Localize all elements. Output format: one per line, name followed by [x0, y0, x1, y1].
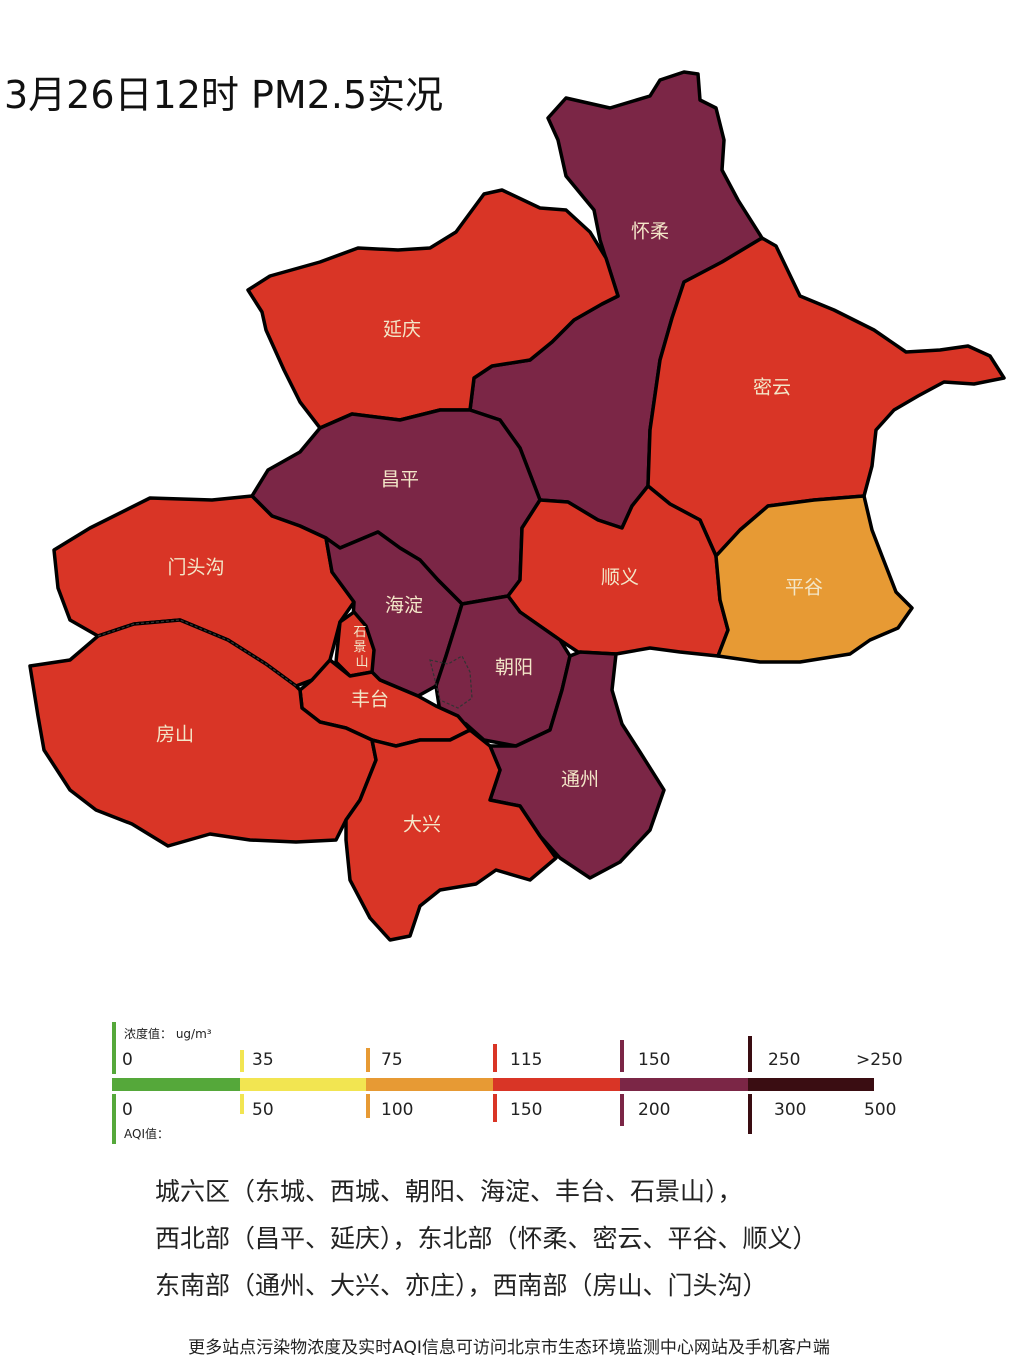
- legend-aqi-tick: 50: [252, 1100, 274, 1120]
- region-label-fangshan: 房山: [156, 724, 194, 746]
- shijingshan-char-1: 石: [353, 625, 366, 640]
- note-line: 东南部（通州、大兴、亦庄），西南部（房山、门头沟）: [155, 1271, 768, 1300]
- shijingshan-char-3: 山: [355, 655, 368, 670]
- region-label-miyun: 密云: [753, 377, 791, 399]
- region-yanqing[interactable]: [246, 188, 620, 430]
- beijing-pm25-map: 怀柔 延庆 密云 昌平 门头沟 顺义 平谷 海淀 石 景 山 朝阳 丰台 房山 …: [28, 70, 1006, 942]
- region-label-tongzhou: 通州: [561, 769, 599, 791]
- legend-bar-light: [366, 1078, 493, 1091]
- region-label-pinggu: 平谷: [785, 577, 823, 599]
- legend-conc-tick: 75: [381, 1050, 403, 1070]
- legend-tick-100-bottom: [366, 1094, 370, 1118]
- region-shijingshan[interactable]: [334, 610, 376, 678]
- region-label-shunyi: 顺义: [601, 567, 639, 589]
- legend-aqi-tick: 300: [774, 1100, 806, 1120]
- region-label-huairou: 怀柔: [631, 221, 669, 243]
- legend-conc-tick: 0: [122, 1050, 133, 1070]
- note-line: 西北部（昌平、延庆），东北部（怀柔、密云、平谷、顺义）: [155, 1224, 818, 1253]
- legend-concentration-label: 浓度值： ug/m³: [124, 1026, 212, 1041]
- legend-start-marker-bottom: [112, 1094, 116, 1144]
- legend-bar-moderate: [240, 1078, 366, 1091]
- legend-conc-tick: 150: [638, 1050, 670, 1070]
- legend-tick-35-top: [240, 1050, 244, 1072]
- legend-aqi-tick: 0: [122, 1100, 133, 1120]
- legend-aqi-tick: 100: [381, 1100, 413, 1120]
- legend-aqi-tick: 150: [510, 1100, 542, 1120]
- region-pinggu[interactable]: [714, 494, 914, 664]
- legend-tick-250-top: [748, 1036, 752, 1072]
- legend-conc-tick: 35: [252, 1050, 274, 1070]
- region-label-chaoyang: 朝阳: [495, 657, 533, 679]
- legend-tick-75-top: [366, 1048, 370, 1072]
- legend: 浓度值： ug/m³ AQI值： 0 35 75 115 150 250 >25…: [112, 1022, 903, 1144]
- note-line: 城六区（东城、西城、朝阳、海淀、丰台、石景山），: [155, 1177, 743, 1206]
- legend-tick-200-bottom: [620, 1094, 624, 1126]
- legend-bar-heavy: [620, 1078, 748, 1091]
- inner-city-boundary: [429, 655, 473, 709]
- legend-conc-tick: 115: [510, 1050, 542, 1070]
- legend-tick-50-bottom: [240, 1094, 244, 1114]
- legend-aqi-tick: 200: [638, 1100, 670, 1120]
- legend-conc-tick: 250: [768, 1050, 800, 1070]
- page-title: 3月26日12时 PM2.5实况: [4, 73, 444, 117]
- region-label-daxing: 大兴: [403, 814, 441, 836]
- legend-aqi-tick: 500: [864, 1100, 896, 1120]
- legend-bar-medium: [493, 1078, 620, 1091]
- region-label-mentougou: 门头沟: [167, 557, 224, 579]
- legend-start-marker-top: [112, 1022, 116, 1074]
- region-label-haidian: 海淀: [385, 595, 423, 617]
- legend-tick-115-top: [493, 1044, 497, 1072]
- region-label-changping: 昌平: [381, 469, 419, 491]
- fangshan-mentougou-boundary: [97, 619, 297, 687]
- region-tongzhou[interactable]: [488, 650, 666, 880]
- legend-tick-150-bottom: [493, 1094, 497, 1122]
- region-group-notes: 城六区（东城、西城、朝阳、海淀、丰台、石景山）， 西北部（昌平、延庆），东北部（…: [155, 1168, 818, 1309]
- legend-conc-tick: >250: [856, 1050, 903, 1070]
- legend-tick-300-bottom: [748, 1094, 752, 1134]
- legend-aqi-label: AQI值：: [124, 1126, 169, 1141]
- region-label-shijingshan: 石 景 山: [353, 625, 370, 670]
- legend-tick-150-top: [620, 1040, 624, 1072]
- region-daxing[interactable]: [344, 728, 558, 942]
- region-label-yanqing: 延庆: [383, 319, 421, 341]
- region-label-fengtai: 丰台: [351, 689, 389, 711]
- shijingshan-char-2: 景: [353, 640, 366, 655]
- legend-bar-good: [112, 1078, 240, 1091]
- footer-text: 更多站点污染物浓度及实时AQI信息可访问北京市生态环境监测中心网站及手机客户端: [188, 1338, 830, 1358]
- legend-bar-severe: [748, 1078, 874, 1091]
